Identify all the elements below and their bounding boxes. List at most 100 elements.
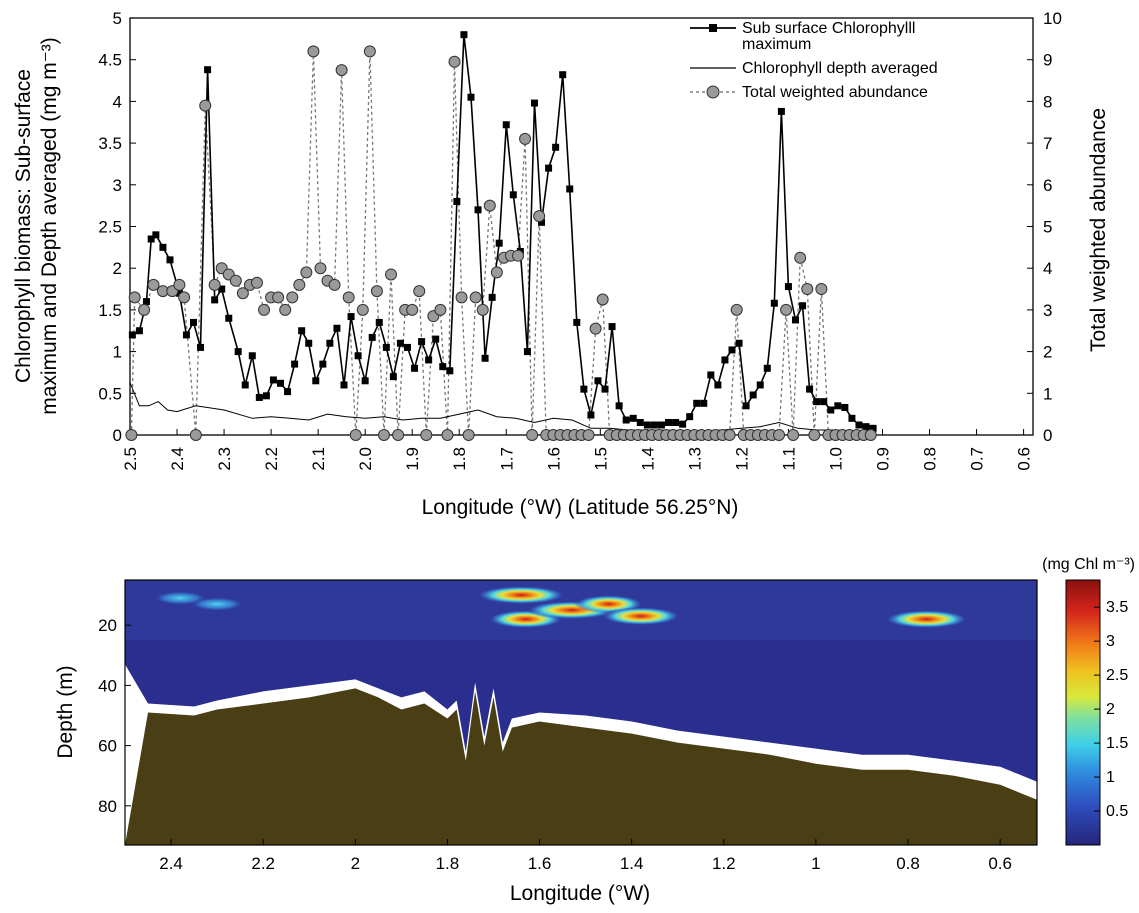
abundance-point <box>342 291 355 304</box>
abundance-point <box>208 278 221 291</box>
bottom-y-axis-title: Depth (m) <box>54 665 77 758</box>
left-y-tick-label: 2.5 <box>98 218 122 237</box>
subsurface-point <box>182 331 190 339</box>
subsurface-point <box>439 363 447 371</box>
subsurface-point <box>848 414 856 422</box>
colorbar-tick-label: 3.5 <box>1106 599 1128 616</box>
series-line-depth-averaged <box>129 382 874 432</box>
abundance-point <box>533 210 546 223</box>
abundance-point <box>250 276 263 289</box>
subsurface-point <box>241 381 249 389</box>
abundance-point <box>328 278 341 291</box>
abundance-point <box>335 64 348 77</box>
abundance-point <box>582 429 595 441</box>
subsurface-point <box>389 373 397 381</box>
right-y-tick-label: 1 <box>1043 384 1052 403</box>
colorbar-scale <box>1065 579 1101 846</box>
abundance-point <box>596 293 609 306</box>
subsurface-point <box>587 411 595 419</box>
hotspot <box>885 610 968 629</box>
x-tick-label: 2.3 <box>215 447 234 471</box>
legend-label-depth-averaged: Chlorophyll depth averaged <box>742 60 938 77</box>
subsurface-point <box>714 381 722 389</box>
subsurface-point <box>728 346 736 354</box>
water-column <box>125 580 1037 782</box>
top-right-y-ticks: 0 1 2 3 4 5 6 7 8 9 10 <box>1027 9 1062 445</box>
abundance-point <box>808 429 821 441</box>
abundance-point <box>794 251 807 264</box>
subsurface-point <box>693 399 701 407</box>
legend-label-subsurface-2: maximum <box>742 36 811 53</box>
left-y-tick-label: 4 <box>113 92 122 111</box>
right-y-tick-label: 3 <box>1043 301 1052 320</box>
abundance-point <box>406 303 419 316</box>
bottom-plot-frame <box>124 579 1038 846</box>
bottom-x-tick-label: 1.4 <box>620 854 644 873</box>
bottom-x-tick-label: 1.6 <box>528 854 552 873</box>
subsurface-point <box>784 283 792 291</box>
subsurface-point <box>432 335 440 343</box>
abundance-point <box>300 266 313 279</box>
x-tick-label: 2.2 <box>262 447 281 471</box>
subsurface-point <box>446 367 454 375</box>
abundance-point <box>441 429 454 441</box>
subsurface-point <box>166 256 174 264</box>
bottom-x-tick-label: 2.2 <box>251 854 275 873</box>
bottom-x-tick-label: 1.2 <box>712 854 736 873</box>
abundance-point <box>490 266 503 279</box>
bottom-heatmap-chart: 2.4 2.2 2 1.8 1.6 1.4 1.2 1 0.8 0.6 20 40 60 80 Long… <box>54 556 1135 905</box>
bottom-x-tick-label: 1 <box>811 854 820 873</box>
subsurface-point <box>841 403 849 411</box>
subsurface-point <box>523 348 531 356</box>
subsurface-point <box>291 360 299 368</box>
colorbar-tick-label: 1 <box>1106 769 1115 786</box>
left-y-tick-label: 0.5 <box>98 384 122 403</box>
legend-marker-abundance <box>706 85 720 99</box>
subsurface-point <box>312 377 320 385</box>
left-y-tick-label: 1 <box>113 343 122 362</box>
legend-label-abundance: Total weighted abundance <box>742 84 928 101</box>
x-tick-label: 1.0 <box>826 447 845 471</box>
abundance-point <box>173 278 186 291</box>
subsurface-point <box>686 413 694 421</box>
abundance-point <box>512 249 525 262</box>
left-y-tick-label: 5 <box>113 9 122 28</box>
subsurface-point <box>460 31 468 39</box>
colorbar-title: (mg Chl m⁻³) <box>1042 556 1135 573</box>
colorbar-tick-label: 0.5 <box>1106 803 1128 820</box>
top-x-ticks: 2.5 2.4 2.3 2.2 2.1 2.0 1.9 1.8 1.7 1.6 1.5 1.4 1.3 1… <box>121 429 1034 471</box>
top-right-y-axis-title: Total weighted abundance <box>1087 108 1110 352</box>
x-tick-label: 0.8 <box>921 447 940 471</box>
subsurface-point <box>234 348 242 356</box>
abundance-point <box>434 303 447 316</box>
subsurface-point <box>467 93 475 101</box>
chlorophyll-hotspots <box>152 586 968 629</box>
bottom-x-tick-label: 0.6 <box>988 854 1012 873</box>
subsurface-point <box>248 352 256 360</box>
subsurface-point <box>806 385 814 393</box>
x-tick-label: 1.6 <box>544 447 563 471</box>
subsurface-point <box>700 399 708 407</box>
x-tick-label: 1.1 <box>779 447 798 471</box>
left-y-tick-label: 2 <box>113 259 122 278</box>
subsurface-point <box>218 285 226 293</box>
abundance-point <box>147 278 160 291</box>
bottom-x-tick-label: 2 <box>351 854 360 873</box>
subsurface-point <box>284 388 292 396</box>
abundance-point <box>483 199 496 212</box>
x-tick-label: 2.1 <box>309 447 328 471</box>
subsurface-point <box>566 185 574 193</box>
abundance-point <box>385 268 398 281</box>
subsurface-point <box>347 313 355 321</box>
x-tick-label: 1.5 <box>591 447 610 471</box>
subsurface-point <box>763 364 771 372</box>
right-y-tick-label: 8 <box>1043 92 1052 111</box>
bottom-x-tick-label: 2.4 <box>159 854 183 873</box>
subsurface-point <box>189 318 197 326</box>
subsurface-point <box>152 231 160 239</box>
abundance-point <box>293 278 306 291</box>
abundance-point <box>178 291 191 304</box>
subsurface-point <box>135 327 143 335</box>
subsurface-point <box>672 418 680 426</box>
